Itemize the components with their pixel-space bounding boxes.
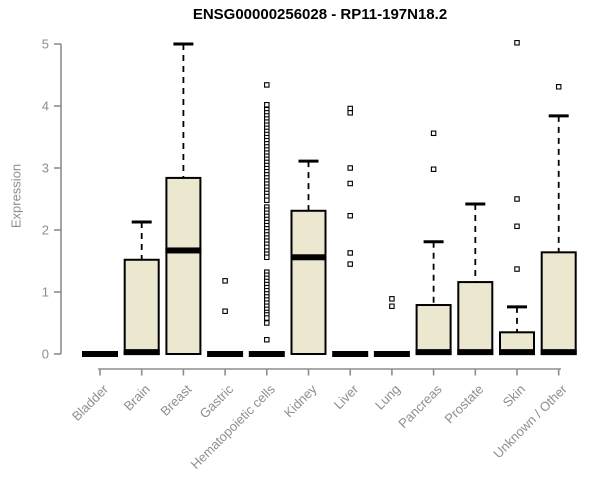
y-axis-title: Expression: [8, 163, 24, 229]
box-kidney: [290, 209, 327, 355]
outlier-lung: [389, 303, 395, 310]
box-pancreas: [415, 304, 452, 355]
outlier-gastric: [222, 278, 228, 284]
x-tick-label-gastric: Gastric: [197, 381, 237, 421]
y-tick-label: 1: [42, 285, 49, 300]
box-unknown-other: [540, 251, 577, 356]
outlier-liver: [347, 261, 353, 267]
median-lung: [373, 351, 410, 357]
x-tick-label-breast: Breast: [157, 381, 194, 418]
outlier-skin: [514, 196, 520, 202]
y-tick-label: 2: [42, 223, 49, 238]
outlier-lung: [389, 296, 395, 302]
median-liver: [332, 351, 369, 357]
outlier-hematopoietic-cells: [264, 254, 270, 261]
median-unknown-other: [540, 349, 577, 356]
outlier-hematopoietic-cells: [264, 102, 270, 108]
box-prostate: [457, 281, 494, 355]
outlier-hematopoietic-cells: [264, 82, 270, 88]
outlier-skin: [514, 40, 520, 46]
median-hematopoietic-cells: [248, 351, 285, 357]
outlier-liver: [347, 110, 353, 116]
x-tick-label-skin: Skin: [500, 382, 528, 410]
outlier-hematopoietic-cells: [264, 197, 270, 203]
y-tick-label: 4: [42, 99, 49, 114]
median-kidney: [290, 254, 327, 261]
y-tick-label: 3: [42, 161, 49, 176]
outlier-liver: [347, 180, 353, 187]
outlier-skin: [514, 266, 520, 272]
x-tick-label-kidney: Kidney: [281, 381, 320, 420]
median-gastric: [207, 351, 244, 357]
chart-title: ENSG00000256028 - RP11-197N18.2: [192, 6, 448, 23]
median-skin: [499, 349, 535, 356]
median-bladder: [82, 351, 118, 357]
outlier-gastric: [222, 308, 228, 314]
outlier-unknown-other: [555, 84, 562, 90]
outlier-hematopoietic-cells: [264, 320, 270, 326]
outlier-liver: [347, 165, 353, 171]
median-prostate: [457, 349, 494, 356]
y-tick-label: 0: [42, 347, 49, 362]
box-brain: [123, 258, 160, 356]
median-pancreas: [415, 349, 452, 356]
outlier-liver: [347, 212, 353, 219]
median-brain: [123, 349, 160, 356]
x-tick-label-bladder: Bladder: [69, 381, 112, 424]
median-breast: [165, 247, 202, 254]
box-breast: [165, 176, 202, 355]
x-tick-label-brain: Brain: [121, 382, 153, 414]
x-tick-label-liver: Liver: [331, 381, 362, 412]
x-tick-label-lung: Lung: [372, 382, 403, 413]
outlier-pancreas: [430, 130, 437, 137]
outlier-hematopoietic-cells: [264, 315, 270, 321]
outlier-liver: [347, 250, 353, 256]
outlier-pancreas: [430, 166, 437, 172]
outlier-skin: [514, 223, 520, 230]
outlier-liver: [347, 105, 353, 112]
x-tick-label-pancreas: Pancreas: [395, 381, 445, 431]
outlier-hematopoietic-cells: [264, 336, 270, 343]
y-tick-label: 5: [42, 37, 49, 52]
x-tick-label-unknown-other: Unknown / Other: [490, 381, 570, 461]
x-tick-label-prostate: Prostate: [442, 382, 487, 427]
